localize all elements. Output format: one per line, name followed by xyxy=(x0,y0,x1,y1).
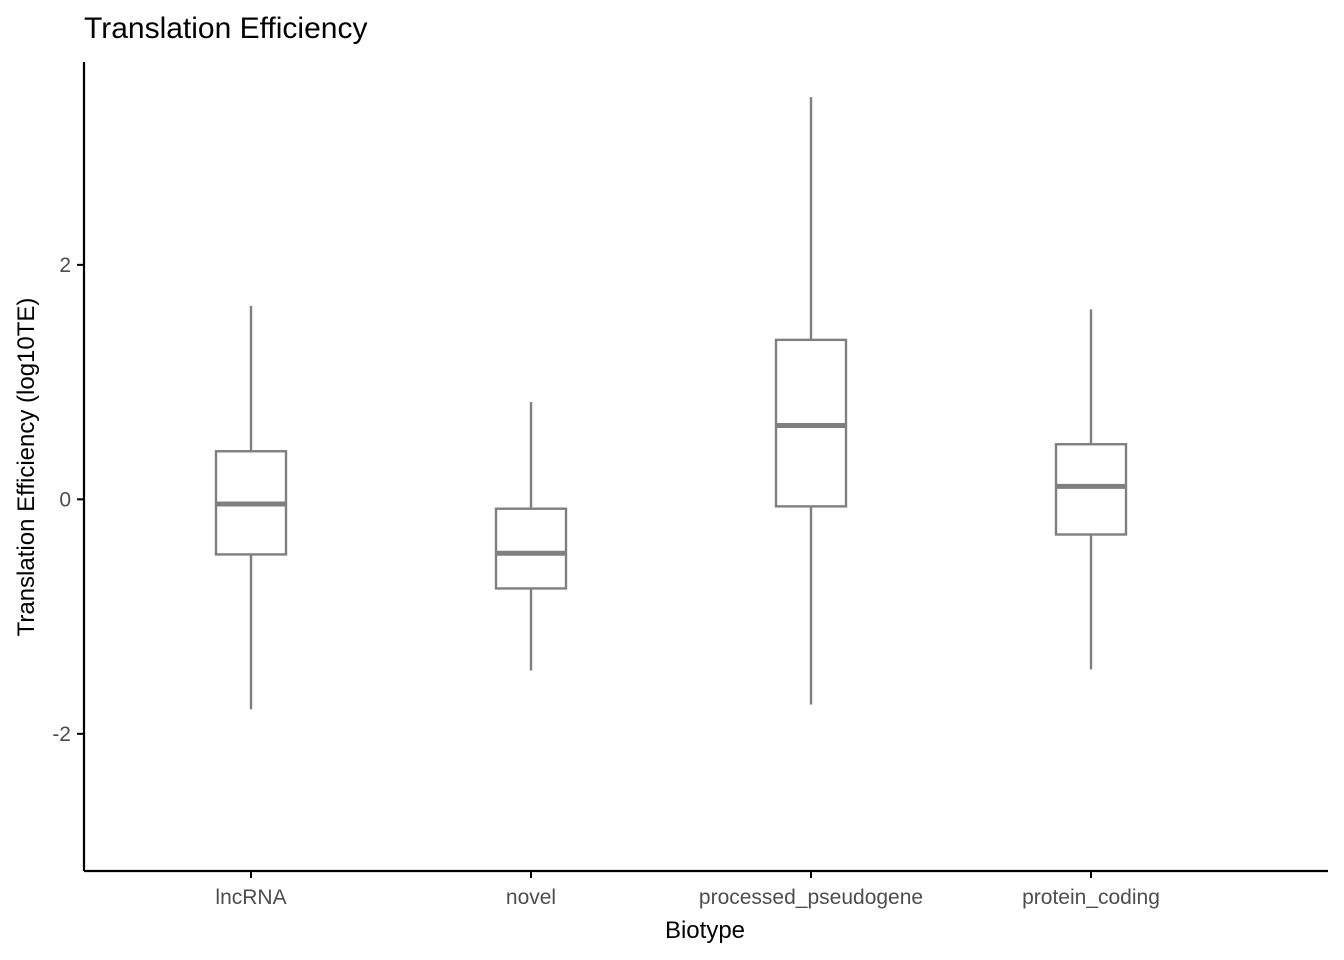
box-protein_coding xyxy=(1054,309,1128,670)
x-tick-label: lncRNA xyxy=(215,886,286,909)
x-axis-ticks: lncRNA novel processed_pseudogene protein_c… xyxy=(215,871,1160,909)
iqr-box xyxy=(494,507,568,590)
x-tick-label: novel xyxy=(506,886,556,909)
y-axis-title: Translation Efficiency (log10TE) xyxy=(13,298,40,637)
box-lncRNA xyxy=(214,305,288,710)
x-tick-label: processed_pseudogene xyxy=(699,886,923,909)
iqr-box xyxy=(1054,443,1128,536)
plot-area xyxy=(214,97,1128,710)
chart-title: Translation Efficiency xyxy=(84,12,367,45)
box-processed_pseudogene xyxy=(774,97,848,705)
y-tick-label: 2 xyxy=(59,254,71,277)
y-tick-label: -2 xyxy=(52,723,71,746)
box-novel xyxy=(494,402,568,671)
x-tick-label: protein_coding xyxy=(1022,886,1160,909)
x-axis-title: Biotype xyxy=(665,917,745,944)
y-tick-label: 0 xyxy=(59,488,71,511)
y-axis-ticks: -2 0 2 xyxy=(52,254,84,746)
